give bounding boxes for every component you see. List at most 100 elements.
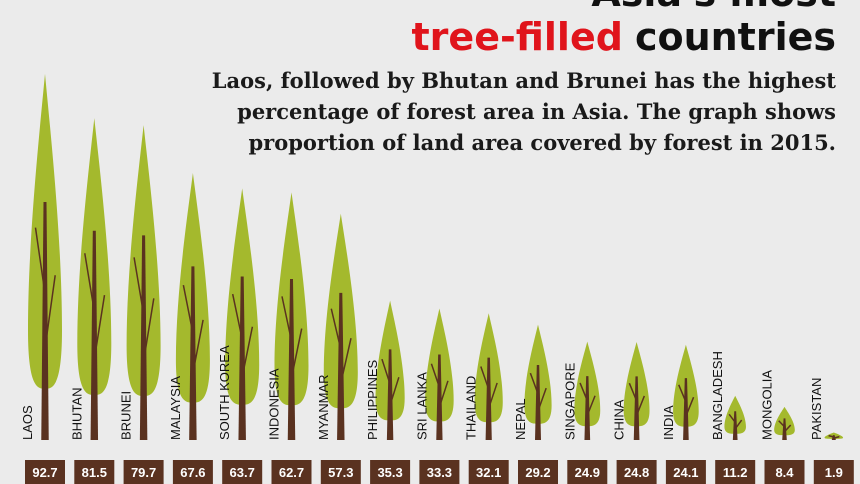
tree [175, 172, 210, 440]
value-box [419, 460, 460, 484]
tree-trunk [386, 349, 394, 440]
category-label: PAKISTAN [809, 378, 824, 440]
value-box [715, 460, 756, 484]
value-label: 32.1 [476, 465, 501, 480]
tree-trunk [90, 230, 99, 440]
tree-trunk [584, 376, 591, 440]
category-label: THAILAND [464, 376, 479, 440]
value-label: 1.9 [825, 465, 843, 480]
value-label: 81.5 [82, 465, 107, 480]
category-label: BHUTAN [69, 388, 84, 440]
category-label: SRI LANKA [414, 372, 429, 440]
value-box [616, 460, 657, 484]
value-box [764, 460, 805, 484]
value-box [567, 460, 608, 484]
tree [524, 324, 552, 440]
value-box [271, 460, 312, 484]
tree-branch [133, 257, 155, 362]
tree [375, 300, 405, 440]
tree [225, 188, 260, 440]
category-label: MALAYSIA [168, 376, 183, 440]
title-highlight: tree-filled [412, 15, 623, 59]
tree-trunk [337, 292, 345, 440]
value-box [25, 460, 65, 484]
tree [77, 118, 112, 440]
value-label: 92.7 [32, 465, 57, 480]
tree-trunk [782, 418, 787, 440]
category-label: BANGLADESH [710, 351, 725, 440]
tree-trunk [287, 279, 296, 440]
value-label: 33.3 [427, 465, 452, 480]
tree-branch [480, 366, 498, 409]
value-box [123, 460, 164, 484]
tree [623, 342, 650, 440]
tree [574, 341, 601, 440]
tree-trunk [238, 276, 246, 440]
value-box [172, 460, 213, 484]
tree-trunk [139, 235, 148, 440]
value-box [468, 460, 509, 484]
tree-trunk [633, 376, 640, 440]
subtitle-line: Laos, followed by Bhutan and Brunei has … [212, 68, 837, 93]
value-box [222, 460, 263, 484]
tree [824, 432, 844, 440]
category-label: INDIA [661, 405, 676, 440]
tree-branch [330, 308, 352, 384]
subtitle-line: percentage of forest area in Asia. The g… [237, 99, 836, 124]
value-label: 8.4 [775, 465, 794, 480]
value-label: 29.2 [525, 465, 550, 480]
tree-trunk [732, 411, 738, 440]
tree-branch [182, 284, 204, 374]
category-label: SOUTH KOREA [217, 345, 232, 440]
value-box [370, 460, 411, 484]
category-label: BRUNEI [119, 391, 134, 440]
category-label: MONGOLIA [760, 370, 775, 440]
value-label: 11.2 [723, 465, 748, 480]
tree [474, 313, 503, 440]
tree [425, 308, 454, 440]
title-rest: countries [635, 15, 836, 59]
tree-branch [281, 296, 303, 379]
tree-branch [529, 372, 547, 412]
value-label: 57.3 [328, 465, 353, 480]
category-label: INDONESIA [267, 368, 282, 440]
category-label: SINGAPORE [562, 362, 577, 440]
value-label: 63.7 [230, 465, 255, 480]
tree-branch [728, 413, 743, 430]
value-box [320, 460, 361, 484]
tree [323, 213, 358, 440]
value-box [813, 460, 854, 484]
value-label: 24.1 [673, 465, 698, 480]
value-label: 67.6 [180, 465, 205, 480]
subtitle-line: proportion of land area covered by fores… [248, 130, 836, 155]
tree-branch [778, 420, 792, 433]
tree-branch [430, 363, 449, 408]
value-label: 79.7 [131, 465, 156, 480]
value-box [518, 460, 558, 484]
value-label: 62.7 [279, 465, 304, 480]
tree-branch [579, 382, 596, 416]
value-label: 35.3 [377, 465, 402, 480]
chart-title-line: tree-filled countries [412, 15, 836, 59]
value-label: 24.9 [575, 465, 600, 480]
value-box [74, 460, 115, 484]
tree-branch [828, 434, 840, 439]
tree-trunk [535, 365, 541, 440]
tree-trunk [41, 201, 49, 440]
value-label: 24.8 [624, 465, 649, 480]
tree-branch [84, 253, 106, 360]
value-box [665, 460, 706, 484]
tree [774, 406, 795, 440]
chart-title: Asia's most [591, 0, 836, 15]
tree-branch [678, 384, 695, 417]
tree-trunk [683, 378, 689, 440]
tree-trunk [189, 266, 197, 440]
category-label: LAOS [20, 405, 35, 440]
tree [274, 192, 309, 440]
tree [126, 125, 161, 440]
tree [724, 395, 746, 440]
category-label: NEPAL [513, 398, 528, 440]
tree-branch [231, 293, 254, 378]
tree-branch [628, 382, 646, 416]
